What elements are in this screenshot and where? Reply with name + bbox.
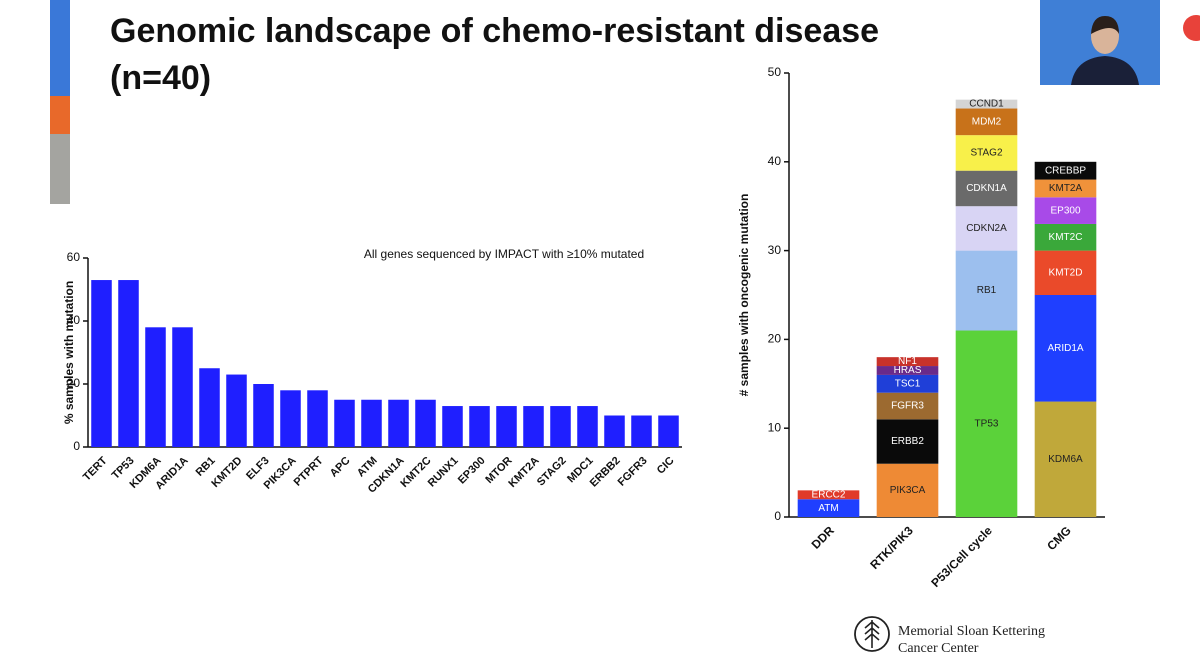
bar-segment (955, 135, 1018, 171)
slide-title: Genomic landscape of chemo-resistant dis… (110, 12, 879, 50)
y-tick-label: 60 (67, 250, 81, 264)
bar (658, 415, 679, 447)
logo (854, 616, 890, 652)
y-tick-label: 20 (768, 332, 782, 346)
segment-label: FGFR3 (891, 401, 924, 412)
segment-label: CDKN1A (966, 183, 1007, 194)
bar-segment (1034, 250, 1097, 295)
bar (577, 406, 598, 447)
bar-segment (1034, 161, 1097, 180)
bar-segment (955, 108, 1018, 136)
bar (226, 374, 247, 447)
segment-label: KMT2C (1049, 232, 1083, 243)
segment-label: MDM2 (972, 116, 1002, 127)
y-tick-label: 20 (67, 376, 81, 390)
y-axis-label: # samples with oncogenic mutation (737, 194, 751, 397)
accent-stripe (50, 134, 70, 204)
bar (253, 384, 274, 447)
bar-segment (1034, 197, 1097, 224)
y-tick-label: 50 (768, 65, 782, 79)
bar (523, 406, 544, 447)
bar (550, 406, 571, 447)
y-tick-label: 10 (768, 420, 782, 434)
logo-text: Memorial Sloan Kettering (898, 624, 1045, 639)
bar (145, 327, 166, 447)
segment-label: HRAS (894, 365, 922, 376)
bar-segment (876, 357, 939, 367)
bar-segment (955, 170, 1018, 207)
bar (469, 406, 490, 447)
bar (496, 406, 517, 447)
segment-label: ARID1A (1047, 343, 1083, 354)
bar-segment (1034, 223, 1097, 251)
bar (118, 280, 139, 447)
bar-segment (1034, 295, 1097, 402)
segment-label: KMT2D (1049, 267, 1083, 278)
bar-segment (876, 392, 939, 420)
bar (199, 368, 220, 447)
segment-label: ERBB2 (891, 436, 924, 447)
segment-label: CREBBP (1045, 165, 1086, 176)
segment-label: CCND1 (969, 99, 1004, 110)
segment-label: NF1 (898, 356, 917, 367)
bar (361, 399, 382, 447)
segment-label: KDM6A (1048, 454, 1083, 465)
segment-label: ERCC2 (812, 489, 846, 500)
bar-segment (876, 374, 939, 393)
bar-segment (797, 490, 860, 500)
segment-label: KMT2A (1049, 183, 1083, 194)
bar-segment (955, 99, 1018, 109)
segment-label: STAG2 (970, 148, 1002, 159)
bar (172, 327, 193, 447)
y-axis-label: % samples with mutation (62, 281, 76, 424)
segment-label: TSC1 (895, 378, 921, 389)
segment-label: RB1 (977, 285, 997, 296)
bar-segment (797, 499, 860, 517)
bar (280, 390, 301, 447)
bar-segment (1034, 401, 1097, 517)
accent-stripe (50, 0, 70, 96)
bar-segment (955, 250, 1018, 331)
bar (334, 399, 355, 447)
logo-text: Cancer Center (898, 641, 979, 656)
bar (388, 399, 409, 447)
segment-label: ATM (818, 503, 838, 514)
y-tick-label: 0 (73, 439, 80, 453)
y-tick-label: 30 (768, 243, 782, 257)
bar-segment (1034, 179, 1097, 198)
y-tick-label: 0 (774, 509, 781, 523)
bar-segment (876, 366, 939, 375)
slide-title: (n=40) (110, 59, 211, 97)
segment-label: TP53 (975, 418, 999, 429)
bar (631, 415, 652, 447)
bar-segment (876, 463, 939, 517)
y-tick-label: 40 (67, 313, 81, 327)
bar-segment (876, 419, 939, 464)
bar (307, 390, 328, 447)
bar-segment (955, 330, 1018, 517)
bar (91, 280, 112, 447)
bar-segment (955, 206, 1018, 251)
annotation: All genes sequenced by IMPACT with ≥10% … (364, 247, 644, 261)
segment-label: EP300 (1050, 205, 1080, 216)
accent-stripe (50, 96, 70, 134)
webcam (1040, 0, 1160, 85)
segment-label: PIK3CA (890, 485, 926, 496)
y-tick-label: 40 (768, 154, 782, 168)
badge (1183, 15, 1200, 41)
segment-label: CDKN2A (966, 223, 1007, 234)
bar (604, 415, 625, 447)
bar (442, 406, 463, 447)
bar (415, 399, 436, 447)
